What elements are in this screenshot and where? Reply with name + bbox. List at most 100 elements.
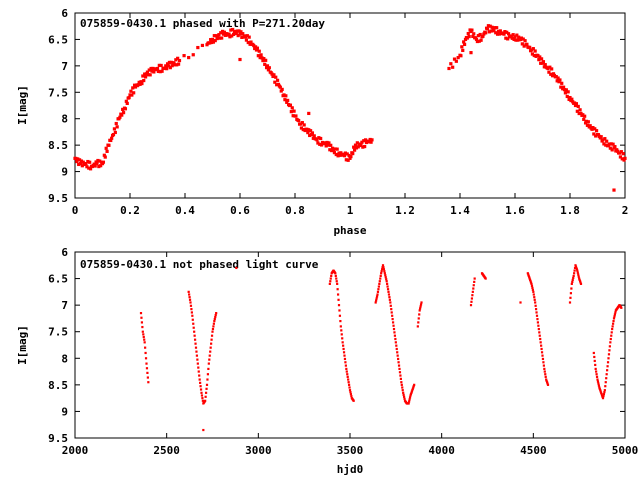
data-point — [97, 164, 101, 169]
data-point — [283, 98, 287, 102]
data-point — [165, 62, 170, 66]
data-point — [98, 159, 102, 163]
data-point — [146, 73, 150, 77]
data-point — [599, 389, 602, 392]
data-point — [275, 83, 279, 87]
y-tick-label: 6 — [61, 246, 68, 259]
data-point — [341, 337, 344, 340]
data-point — [104, 146, 108, 150]
data-point — [289, 110, 293, 114]
data-point — [144, 346, 147, 349]
data-point — [540, 344, 543, 347]
data-point — [543, 63, 547, 67]
data-point — [329, 277, 332, 280]
data-point — [525, 42, 529, 46]
data-point — [594, 367, 597, 371]
data-point — [412, 385, 415, 388]
data-point — [473, 36, 478, 40]
data-point — [528, 276, 531, 279]
data-point — [619, 150, 623, 154]
data-point — [409, 394, 412, 397]
data-point — [392, 327, 396, 331]
data-point — [603, 391, 606, 394]
data-point — [472, 287, 475, 290]
data-point — [147, 68, 151, 72]
data-point — [144, 351, 147, 355]
data-point — [575, 268, 578, 271]
data-point — [280, 87, 284, 91]
data-point — [538, 331, 541, 334]
y-tick-label: 7.5 — [48, 326, 68, 339]
data-point — [145, 362, 148, 365]
data-point — [573, 266, 577, 270]
data-point — [383, 272, 386, 275]
data-point — [530, 52, 535, 56]
y-tick-label: 9 — [61, 166, 68, 179]
data-point — [581, 113, 585, 117]
data-point — [307, 111, 311, 116]
data-point — [604, 385, 607, 388]
data-point — [564, 88, 568, 92]
data-point — [481, 34, 485, 38]
data-point — [294, 114, 298, 118]
data-point — [574, 264, 577, 267]
data-point — [386, 282, 389, 285]
data-point — [484, 276, 487, 280]
data-point — [336, 154, 340, 158]
data-point — [489, 29, 493, 33]
data-point — [207, 367, 210, 371]
data-point — [389, 301, 392, 304]
data-point — [484, 31, 488, 35]
data-point — [311, 136, 315, 140]
data-point — [527, 274, 530, 278]
data-point — [583, 121, 588, 125]
data-point — [569, 292, 573, 295]
data-point — [362, 139, 366, 143]
data-point — [74, 156, 78, 161]
data-point — [142, 78, 146, 83]
data-point — [327, 141, 331, 145]
data-point — [196, 358, 199, 361]
data-point — [142, 333, 145, 336]
data-point — [156, 69, 161, 73]
y-axis-title: I[mag] — [16, 325, 29, 365]
data-point — [94, 160, 98, 164]
data-point — [206, 378, 209, 381]
data-point — [592, 351, 595, 355]
data-point — [297, 119, 301, 123]
data-point — [401, 386, 404, 389]
data-point — [231, 27, 235, 32]
data-point — [363, 138, 368, 142]
data-point — [576, 271, 579, 274]
data-point — [538, 55, 542, 59]
data-point — [395, 347, 398, 351]
y-tick-label: 8.5 — [48, 379, 68, 392]
data-point — [608, 349, 611, 352]
data-point — [124, 99, 128, 103]
data-point — [447, 66, 451, 71]
data-point — [146, 371, 149, 374]
data-point — [503, 29, 507, 34]
data-point — [470, 300, 473, 303]
data-point — [472, 284, 475, 287]
data-point — [456, 56, 460, 60]
data-point — [337, 151, 341, 155]
data-point — [192, 322, 195, 325]
data-point — [545, 381, 549, 384]
data-point — [235, 29, 239, 33]
data-point — [522, 44, 526, 48]
data-point — [241, 32, 245, 36]
data-point — [471, 294, 474, 297]
data-point — [585, 123, 590, 127]
data-point — [342, 344, 345, 347]
data-point — [403, 397, 406, 400]
data-point — [391, 321, 395, 324]
data-point — [462, 42, 467, 47]
data-points — [73, 24, 627, 192]
data-point — [395, 344, 398, 347]
data-point — [174, 58, 178, 62]
data-point — [598, 387, 601, 390]
data-point — [530, 282, 533, 285]
data-point — [193, 330, 196, 333]
data-point — [199, 381, 202, 384]
